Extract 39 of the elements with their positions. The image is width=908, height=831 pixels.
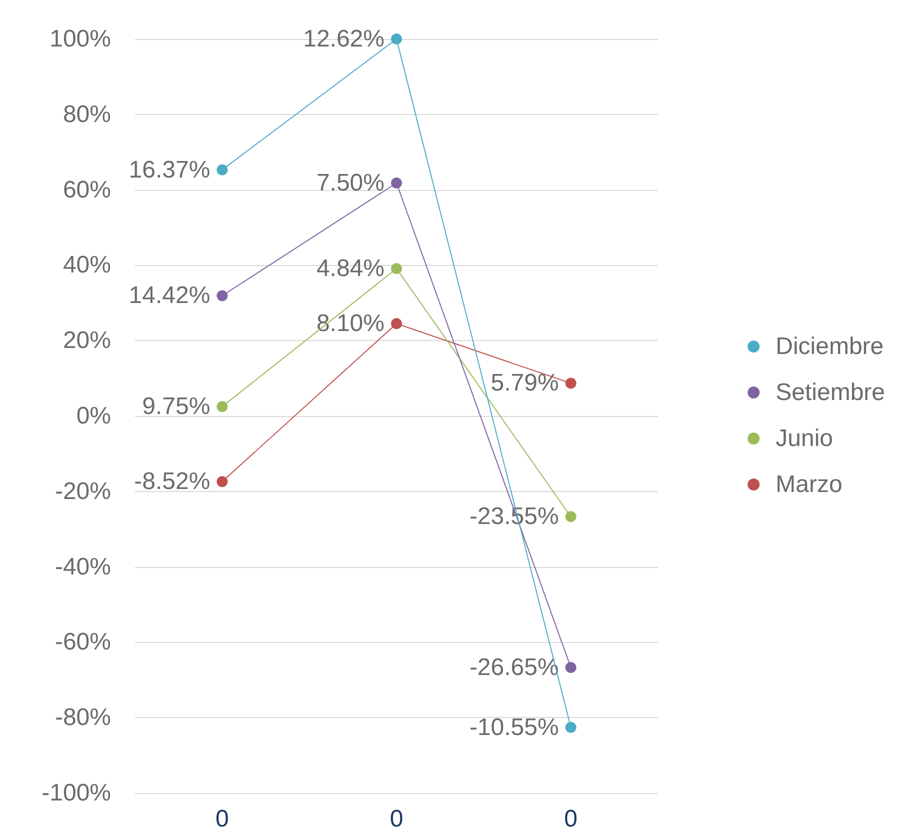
annotation: 14.42% (128, 282, 210, 310)
y-tick-label: 80% (62, 100, 111, 128)
legend-label: Junio (776, 425, 833, 452)
y-tick-label: 60% (62, 176, 111, 204)
legend-label: Diciembre (776, 333, 884, 360)
annotation: -8.52% (134, 468, 210, 496)
x-tick-label: 0 (564, 806, 578, 831)
point (565, 662, 576, 673)
annotation: 16.37% (128, 156, 210, 184)
point (216, 290, 228, 302)
annotation: 4.84% (316, 255, 384, 282)
point (391, 178, 402, 189)
y-tick-label: 20% (62, 327, 111, 354)
point (391, 318, 402, 330)
annotation: 12.62% (303, 26, 384, 52)
point (216, 401, 228, 412)
annotation: 5.79% (490, 370, 559, 397)
annotation: -10.55% (469, 714, 559, 741)
point (216, 164, 228, 176)
y-tick-label: -60% (54, 628, 111, 656)
point (216, 476, 228, 488)
y-tick-label: -40% (54, 553, 111, 580)
point (391, 263, 402, 274)
x-tick-label: 0 (215, 806, 229, 831)
legend-label: Setiembre (776, 379, 886, 406)
y-tick-label: -20% (54, 478, 111, 505)
y-tick-label: -100% (42, 780, 111, 806)
point (565, 722, 576, 733)
x-tick-label: 0 (390, 806, 404, 831)
point (565, 378, 576, 389)
point (391, 34, 402, 44)
y-tick-label: -80% (54, 704, 111, 732)
legend-label: Marzo (776, 471, 842, 498)
point (565, 511, 576, 522)
annotation: 9.75% (142, 393, 210, 420)
y-tick-label: 100% (50, 26, 111, 52)
annotation: 7.50% (316, 170, 384, 197)
y-tick-label: 0% (76, 402, 111, 430)
y-tick-label: 40% (62, 252, 111, 279)
